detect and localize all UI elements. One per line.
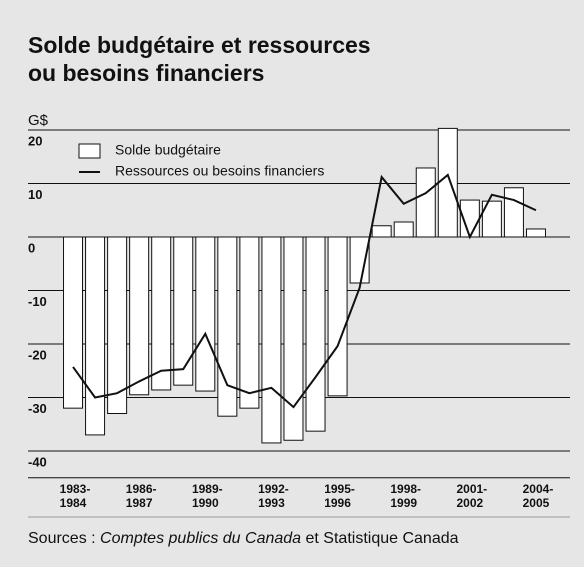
source-italic: Comptes publics du Canada	[100, 530, 302, 547]
bar	[371, 225, 392, 238]
x-tick-label: 1983-	[60, 482, 91, 496]
y-tick-label: -10	[28, 294, 47, 309]
chart-title: ou besoins financiers	[28, 60, 264, 86]
x-tick-label: 1999	[390, 496, 417, 510]
bar	[503, 187, 524, 238]
bar	[195, 236, 216, 392]
x-tick-label: 1986-	[126, 482, 157, 496]
bar	[415, 167, 436, 238]
bar	[63, 236, 84, 409]
bar	[525, 228, 546, 238]
chart: Solde budgétaire et ressources ou besoin…	[28, 32, 570, 518]
x-tick-label: 1984	[60, 496, 87, 510]
x-tick-label: 1998-	[390, 482, 421, 496]
bar	[151, 236, 172, 391]
bar	[393, 221, 414, 238]
x-tick-label: 2001-	[456, 482, 487, 496]
x-tick-label: 1992-	[258, 482, 289, 496]
legend-swatch	[78, 143, 101, 159]
bar	[85, 236, 106, 436]
y-tick-label: -40	[28, 454, 47, 469]
x-tick-label: 1990	[192, 496, 219, 510]
bar	[217, 236, 238, 417]
source-suffix: et Statistique Canada	[305, 530, 459, 547]
x-tick-label: 1996	[324, 496, 351, 510]
y-tick-label: -20	[28, 347, 47, 362]
y-tick-label: 10	[28, 187, 42, 202]
bar	[173, 236, 194, 386]
bar	[481, 200, 502, 238]
bar	[107, 236, 128, 415]
legend-label: Solde budgétaire	[115, 142, 221, 158]
y-tick-label: -30	[28, 401, 47, 416]
bar	[239, 236, 260, 409]
x-tick-label: 1989-	[192, 482, 223, 496]
bar	[283, 236, 304, 441]
line	[72, 173, 537, 409]
y-tick-label: 0	[28, 240, 35, 255]
bar	[327, 236, 348, 397]
bar	[129, 236, 150, 396]
x-tick-label: 2004-	[523, 482, 554, 496]
x-tick-label: 1987	[126, 496, 153, 510]
source-prefix: Sources :	[28, 530, 96, 547]
chart-title: Solde budgétaire et ressources	[28, 32, 371, 58]
x-tick-label: 1995-	[324, 482, 355, 496]
legend-label: Ressources ou besoins financiers	[115, 163, 324, 179]
y-axis-label: G$	[28, 112, 49, 129]
x-tick-label: 2005	[523, 496, 550, 510]
y-tick-label: 20	[28, 133, 42, 148]
bar	[349, 236, 370, 284]
x-tick-label: 1993	[258, 496, 285, 510]
bar	[437, 127, 458, 238]
x-tick-label: 2002	[456, 496, 483, 510]
bar	[305, 236, 326, 432]
bar	[261, 236, 282, 444]
source: Sources : Comptes publics du Canada et S…	[28, 530, 459, 548]
